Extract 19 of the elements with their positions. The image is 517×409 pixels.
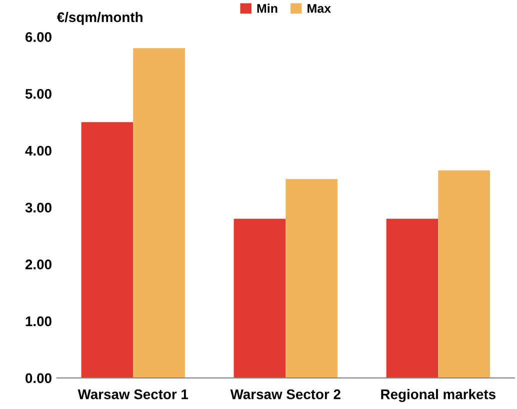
bar <box>133 48 185 378</box>
legend-label: Min <box>257 4 278 13</box>
y-tick-label: 4.00 <box>25 146 52 156</box>
x-tick-label: Warsaw Sector 2 <box>230 389 340 400</box>
legend-label: Max <box>308 4 331 13</box>
y-tick-label: 0.00 <box>26 373 52 384</box>
y-tick-label: 5.00 <box>25 88 52 99</box>
y-tick-label: 6.00 <box>25 32 52 42</box>
y-tick-label: 3.00 <box>25 202 52 213</box>
y-tick-label: 2.00 <box>25 260 52 270</box>
x-tick-label: Warsaw Sector 1 <box>78 389 188 400</box>
y-axis-title: €/sqm/month <box>56 12 142 25</box>
bar <box>438 170 490 378</box>
bar <box>386 218 438 378</box>
bar <box>234 218 286 378</box>
x-tick-label: Regional markets <box>381 389 496 402</box>
y-tick-label: 1.00 <box>26 316 52 326</box>
bar <box>81 122 134 378</box>
bar <box>286 178 338 378</box>
